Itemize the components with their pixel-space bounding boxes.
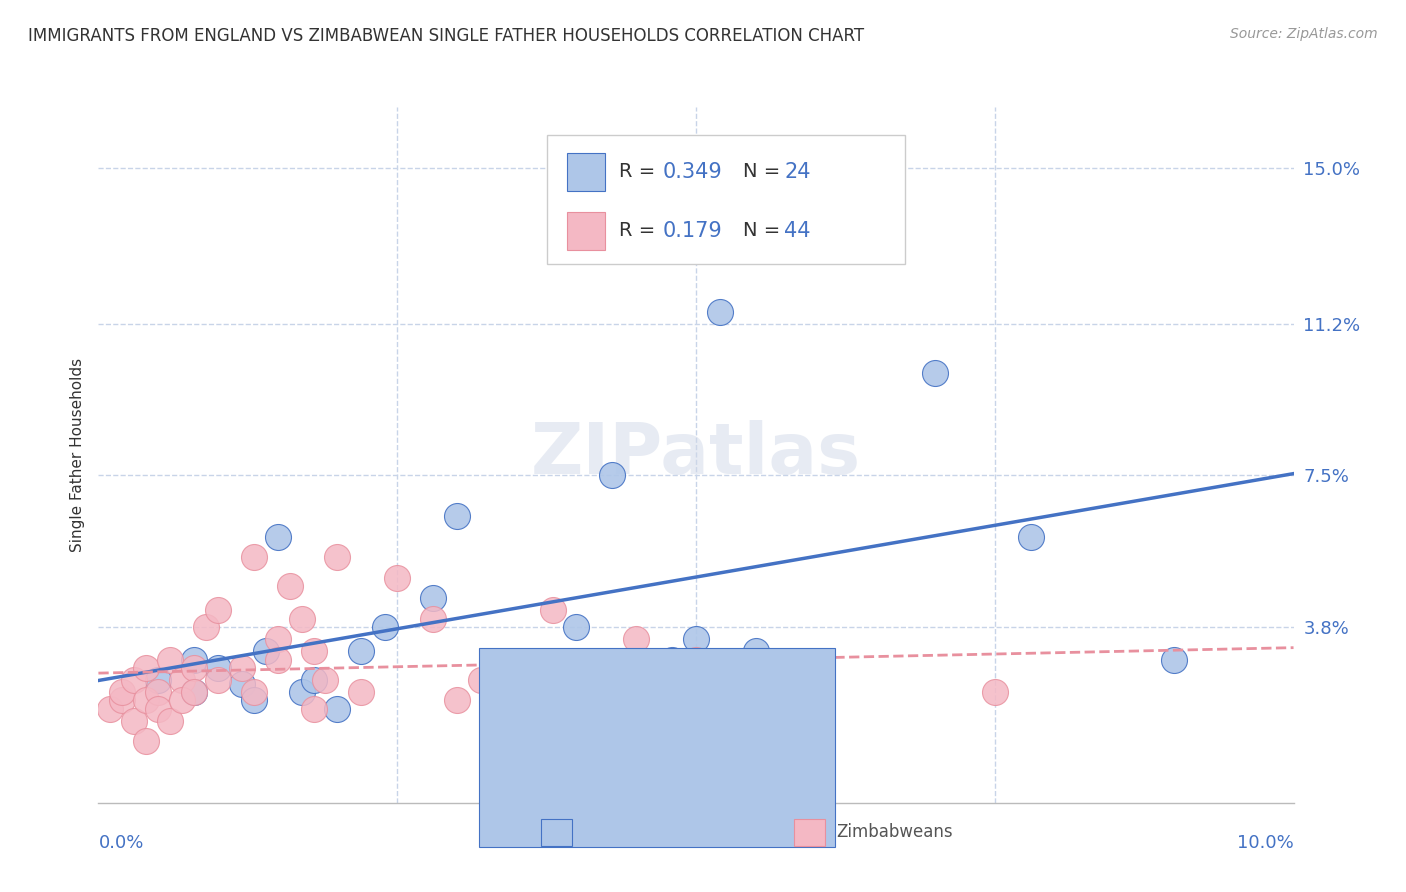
Point	[315, 673, 337, 687]
Text: IMMIGRANTS FROM ENGLAND VS ZIMBABWEAN SINGLE FATHER HOUSEHOLDS CORRELATION CHART: IMMIGRANTS FROM ENGLAND VS ZIMBABWEAN SI…	[28, 27, 865, 45]
Point	[685, 632, 707, 646]
Text: ZIPatlas: ZIPatlas	[531, 420, 860, 490]
Point	[422, 591, 444, 606]
Point	[661, 652, 683, 666]
Point	[124, 673, 146, 687]
Point	[565, 620, 588, 634]
Point	[685, 652, 707, 666]
Point	[267, 530, 290, 544]
Point	[565, 685, 588, 699]
Point	[207, 603, 229, 617]
Point	[745, 644, 768, 658]
Point	[148, 673, 170, 687]
Point	[267, 632, 290, 646]
Point	[124, 714, 146, 728]
Text: 44: 44	[785, 221, 811, 241]
Point	[111, 685, 134, 699]
Point	[148, 685, 170, 699]
Point	[172, 693, 194, 707]
Point	[111, 693, 134, 707]
Point	[290, 612, 312, 626]
Text: 0.0%: 0.0%	[98, 834, 143, 852]
Point	[446, 509, 468, 524]
Text: 0.179: 0.179	[662, 221, 723, 241]
Text: 24: 24	[785, 161, 811, 182]
Point	[183, 685, 205, 699]
Point	[589, 701, 612, 715]
Point	[148, 701, 170, 715]
Point	[243, 685, 266, 699]
Text: 10.0%: 10.0%	[1237, 834, 1294, 852]
Point	[302, 644, 325, 658]
Point	[207, 661, 229, 675]
Point	[98, 701, 122, 715]
Point	[350, 644, 373, 658]
Point	[194, 620, 218, 634]
Point	[350, 685, 373, 699]
Point	[254, 644, 277, 658]
Text: R =: R =	[620, 162, 662, 181]
Point	[159, 714, 181, 728]
Point	[267, 652, 290, 666]
Point	[243, 693, 266, 707]
Text: Source: ZipAtlas.com: Source: ZipAtlas.com	[1230, 27, 1378, 41]
Point	[231, 677, 253, 691]
Point	[422, 612, 444, 626]
FancyBboxPatch shape	[547, 135, 905, 263]
Point	[183, 685, 205, 699]
Y-axis label: Single Father Households: Single Father Households	[69, 358, 84, 552]
Point	[302, 673, 325, 687]
Point	[1019, 530, 1042, 544]
Point	[600, 468, 623, 483]
Point	[135, 661, 157, 675]
Text: R =: R =	[620, 221, 662, 240]
Text: 0.349: 0.349	[662, 161, 723, 182]
FancyBboxPatch shape	[567, 153, 605, 191]
Point	[243, 550, 266, 565]
Point	[231, 661, 253, 675]
Point	[506, 661, 529, 675]
Point	[506, 685, 529, 699]
Point	[326, 550, 349, 565]
Point	[446, 693, 468, 707]
Point	[135, 693, 157, 707]
Point	[326, 701, 349, 715]
Point	[290, 685, 312, 699]
Point	[183, 652, 205, 666]
Point	[983, 685, 1005, 699]
Text: N =: N =	[742, 221, 786, 240]
FancyBboxPatch shape	[567, 211, 605, 250]
Point	[207, 673, 229, 687]
Text: Zimbabweans: Zimbabweans	[837, 823, 953, 841]
Point	[385, 571, 409, 585]
Point	[159, 652, 181, 666]
Point	[624, 632, 647, 646]
Point	[374, 620, 396, 634]
Point	[1163, 652, 1185, 666]
Point	[924, 366, 946, 380]
Point	[302, 701, 325, 715]
Point	[661, 693, 683, 707]
Text: Immigrants from England: Immigrants from England	[583, 823, 796, 841]
Point	[135, 734, 157, 748]
Point	[278, 579, 301, 593]
Point	[183, 661, 205, 675]
Point	[470, 673, 492, 687]
Point	[709, 304, 731, 318]
Text: N =: N =	[742, 162, 786, 181]
Point	[541, 603, 564, 617]
Point	[172, 673, 194, 687]
Point	[780, 661, 803, 675]
